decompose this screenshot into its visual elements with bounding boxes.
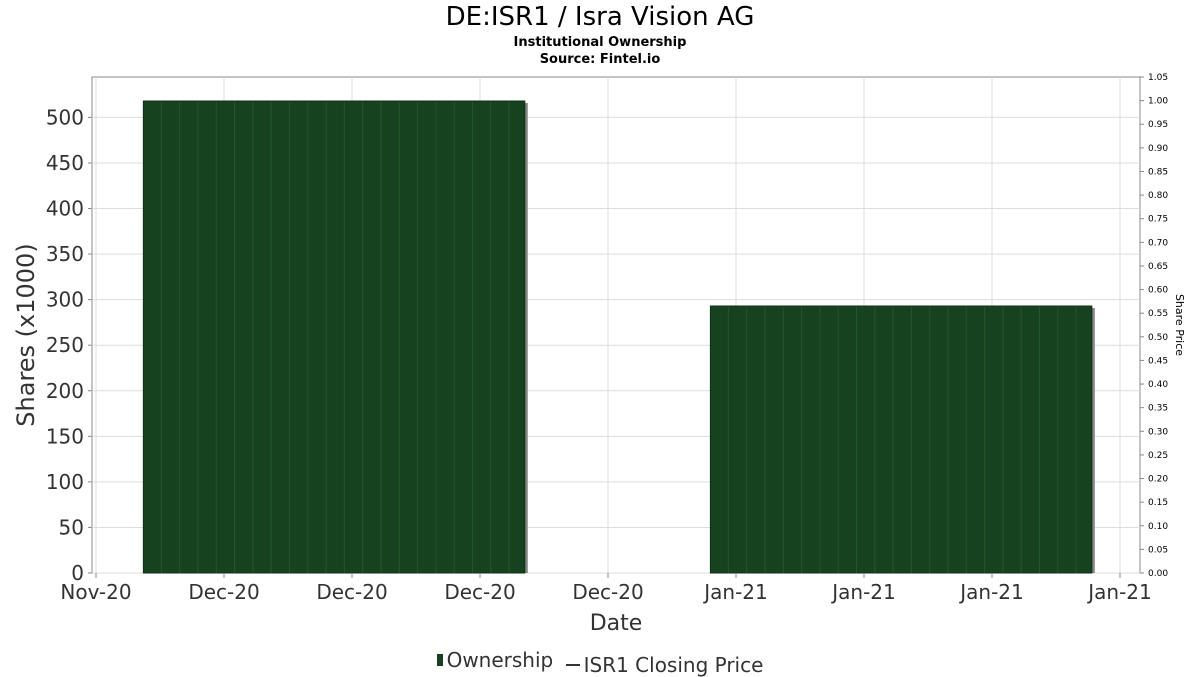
y-tick-label: 100 [46,470,84,494]
y2-tick-label: 0.60 [1148,286,1168,296]
legend-item-ownership[interactable]: Ownership [436,648,554,672]
y2-tick-label: 0.20 [1148,475,1168,485]
y2-tick-label: 0.40 [1148,380,1168,390]
x-tick-label: Jan-21 [958,580,1024,604]
closing-price-swatch [565,664,580,666]
y2-tick-label: 0.30 [1148,427,1168,437]
y2-tick-label: 0.95 [1148,120,1168,130]
chart-subtitle: Institutional Ownership [513,35,687,50]
y2-tick-label: 0.50 [1148,333,1168,343]
legend-label-closing-price: ISR1 Closing Price [583,653,764,677]
y2-tick-label: 0.45 [1148,356,1168,366]
y-tick-label: 0 [71,561,84,585]
y-tick-label: 200 [46,379,84,403]
y2-tick-label: 0.10 [1148,522,1168,532]
y2-tick-label: 0.90 [1148,144,1168,154]
y-tick-label: 50 [59,515,84,539]
x-tick-label: Jan-21 [1086,580,1152,604]
y-tick-label: 150 [46,424,84,448]
ownership-swatch [436,654,443,666]
y2-tick-label: 0.80 [1148,191,1168,201]
ownership-bar [142,100,526,574]
chart-source: Source: Fintel.io [539,52,661,67]
y2-tick-label: 0.55 [1148,309,1168,319]
x-tick-label: Dec-20 [316,580,387,604]
y2-tick-label: 0.65 [1148,262,1168,272]
ownership-bar [709,305,1093,574]
x-tick-label: Dec-20 [188,580,259,604]
y2-tick-label: 0.75 [1148,215,1168,225]
chart-title: DE:ISR1 / Isra Vision AG [445,2,755,32]
y-tick-label: 500 [46,105,84,129]
y2-tick-label: 0.25 [1148,451,1168,461]
x-tick-label: Nov-20 [60,580,131,604]
y2-tick-label: 1.00 [1148,97,1168,107]
y2-axis-title: Share Price [1173,294,1186,356]
y2-tick-label: 0.15 [1148,498,1168,508]
y-tick-label: 350 [46,242,84,266]
y-tick-label: 300 [46,288,84,312]
y2-tick-label: 0.70 [1148,238,1168,248]
x-axis-title: Date [590,611,643,636]
y-tick-label: 400 [46,197,84,221]
y2-tick-label: 0.85 [1148,167,1168,177]
y2-tick-label: 0.00 [1148,569,1168,579]
y-tick-label: 250 [46,333,84,357]
y-tick-label: 450 [46,151,84,175]
legend: Ownership ISR1 Closing Price [0,647,1200,677]
x-tick-label: Jan-21 [830,580,896,604]
y2-tick-label: 0.35 [1148,404,1168,414]
x-tick-label: Jan-21 [702,580,768,604]
y2-tick-label: 1.05 [1148,73,1168,83]
y2-tick-label: 0.05 [1148,545,1168,555]
legend-label-ownership: Ownership [446,648,554,672]
x-tick-label: Dec-20 [572,580,643,604]
y-axis-title: Shares (x1000) [12,243,40,426]
legend-item-closing-price[interactable]: ISR1 Closing Price [560,653,764,677]
x-tick-label: Dec-20 [444,580,515,604]
